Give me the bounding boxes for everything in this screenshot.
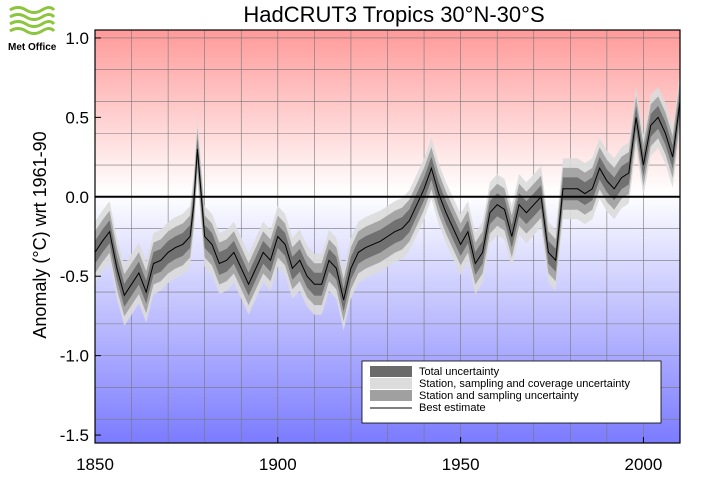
uncertainty-bands [95, 71, 680, 331]
legend-label: Station, sampling and coverage uncertain… [419, 378, 630, 390]
y-axis-label: Anomaly (°C) wrt 1961-90 [30, 131, 50, 338]
legend-swatch [370, 390, 412, 401]
logo-text: Met Office [8, 42, 57, 53]
best-estimate-line [94, 101, 681, 301]
met-office-wave-icon [9, 6, 56, 35]
y-tick-label: -0.5 [60, 267, 89, 286]
legend-label: Station and sampling uncertainty [419, 390, 579, 402]
y-tick-label: 0.5 [65, 108, 89, 127]
plot-frame [94, 29, 681, 444]
x-tick-label: 1850 [76, 455, 114, 474]
x-tick-label: 1950 [442, 455, 480, 474]
y-tick-label: 1.0 [65, 29, 89, 48]
axis-ticks: 1850 1900 1950 2000 -1.5 -1.0 -0.5 0.0 0.5 1.0 [60, 29, 663, 474]
met-office-logo: Met Office [8, 6, 57, 53]
y-tick-label: 0.0 [65, 188, 89, 207]
y-tick-label: -1.5 [60, 426, 89, 445]
y-tick-label: -1.0 [60, 347, 89, 366]
x-tick-label: 2000 [625, 455, 663, 474]
x-tick-label: 1900 [259, 455, 297, 474]
legend-label: Best estimate [419, 402, 486, 414]
legend-swatch [370, 366, 412, 377]
chart-title: HadCRUT3 Tropics 30°N-30°S [243, 2, 544, 27]
legend-label: Total uncertainty [419, 366, 500, 378]
legend-swatch [370, 378, 412, 389]
